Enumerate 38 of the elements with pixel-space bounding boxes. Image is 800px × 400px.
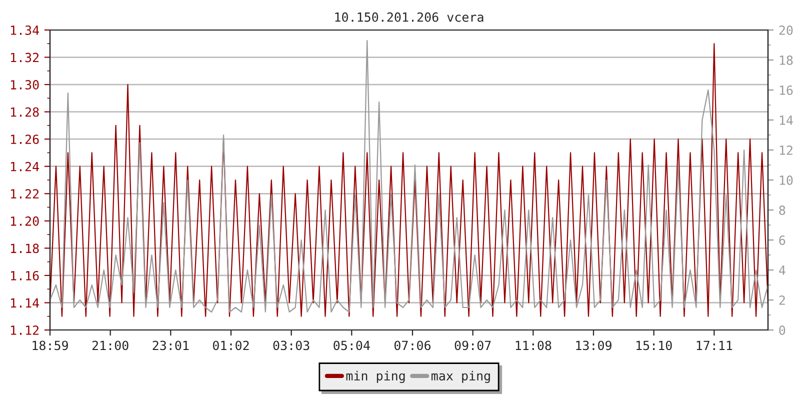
y2-tick-label: 8 <box>779 206 786 215</box>
y-tick-label: 1.12 <box>10 326 39 335</box>
y-tick-label: 1.34 <box>10 26 39 35</box>
y-tick-label: 1.26 <box>10 134 39 144</box>
y2-tick-label: 18 <box>780 56 793 65</box>
x-tick-label: 21:00 <box>92 340 128 350</box>
y2-tick-label: 12 <box>780 146 792 155</box>
x-tick-label: 05:04 <box>334 340 370 350</box>
y2-tick-label: 14 <box>780 116 793 125</box>
x-tick-label: 01:02 <box>212 340 249 350</box>
chart-title: 10.150.201.206 vcera <box>335 12 484 22</box>
y-tick-label: 1.30 <box>10 80 39 90</box>
y-tick-label: 1.14 <box>10 298 39 308</box>
legend-label: max ping <box>432 370 490 383</box>
y2-tick-label: 20 <box>779 26 793 35</box>
y2-tick-label: 4 <box>779 266 786 275</box>
y-tick-label: 1.32 <box>10 52 39 62</box>
legend-label: min ping <box>346 370 405 383</box>
y-tick-label: 1.24 <box>10 162 39 172</box>
y2-tick-label: 16 <box>780 86 793 95</box>
x-tick-label: 18:59 <box>32 340 68 350</box>
y2-tick-label: 10 <box>780 176 793 185</box>
x-tick-label: 23:01 <box>152 340 189 350</box>
y-tick-label: 1.18 <box>10 244 39 254</box>
x-tick-label: 17:11 <box>696 340 732 350</box>
x-tick-label: 11:08 <box>516 340 552 350</box>
x-tick-label: 15:10 <box>636 340 672 350</box>
y2-tick-label: 6 <box>779 236 786 245</box>
y2-tick-label: 0 <box>779 326 786 335</box>
y-tick-label: 1.28 <box>10 107 39 117</box>
y-tick-label: 1.20 <box>10 216 39 226</box>
x-tick-label: 13:09 <box>576 340 612 350</box>
y-tick-label: 1.16 <box>10 270 39 280</box>
x-tick-label: 03:03 <box>273 340 310 350</box>
y-tick-label: 1.22 <box>10 189 39 198</box>
x-tick-label: 07:06 <box>394 340 430 350</box>
y2-tick-label: 2 <box>779 296 785 305</box>
x-tick-label: 09:07 <box>454 340 491 350</box>
